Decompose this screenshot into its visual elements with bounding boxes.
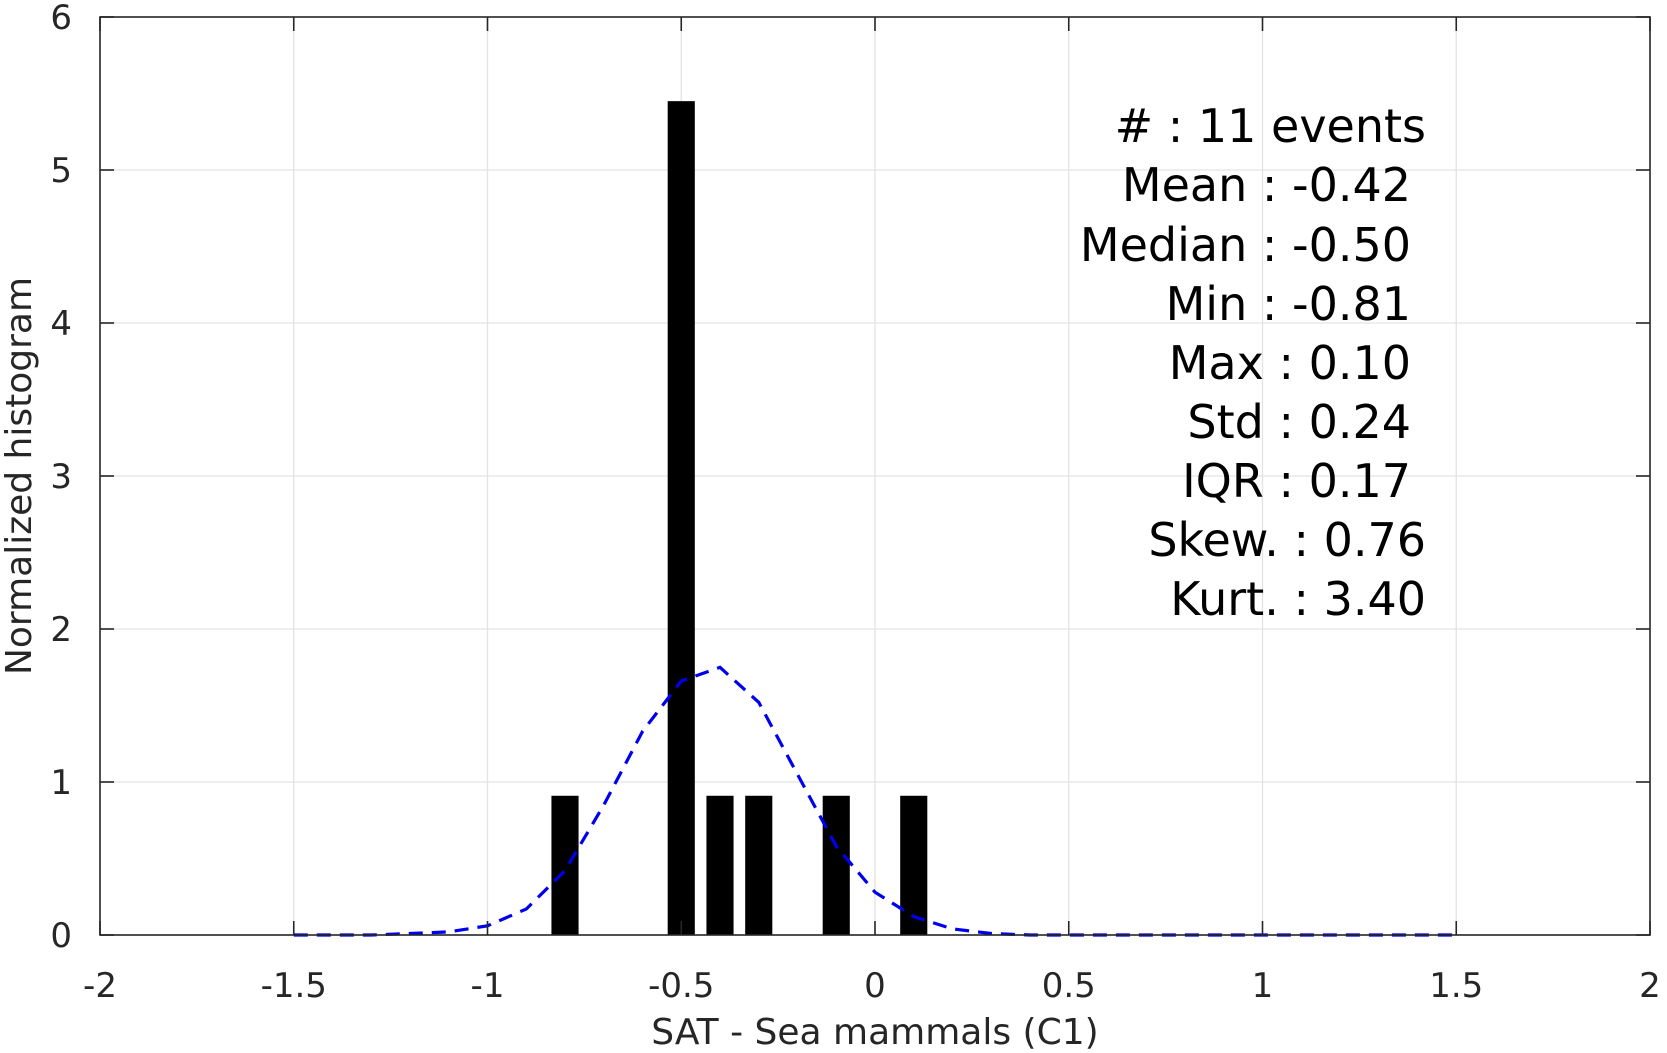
stat-line: Median : -0.50: [1080, 218, 1411, 272]
stat-line: Min : -0.81: [1166, 277, 1411, 331]
histogram-bar: [822, 795, 850, 935]
axis-ticks: [99, 16, 1651, 936]
stat-line: Mean : -0.42: [1122, 158, 1411, 212]
y-tick-label: 1: [50, 763, 72, 803]
stat-line: Kurt. : 3.40: [1170, 572, 1426, 626]
histogram-bar: [667, 101, 695, 935]
stat-line: Skew. : 0.76: [1148, 513, 1426, 567]
x-tick-label: 0: [864, 966, 886, 1006]
stat-line: Std : 0.24: [1187, 395, 1411, 449]
y-tick-label: 2: [50, 610, 72, 650]
y-axis-label: Normalized histogram: [0, 277, 40, 675]
y-tick-labels: 0 1 2 3 4 5 6: [50, 0, 72, 956]
x-tick-label: 2: [1639, 966, 1661, 1006]
stat-line: # : 11 events: [1115, 99, 1426, 153]
x-tick-label: 0.5: [1042, 966, 1096, 1006]
x-tick-label: 1: [1252, 966, 1274, 1006]
y-tick-label: 3: [50, 457, 72, 497]
x-tick-labels: -2 -1.5 -1 -0.5 0 0.5 1 1.5 2: [83, 966, 1661, 1006]
x-tick-label: -1: [471, 966, 505, 1006]
histogram-bars: [551, 101, 928, 935]
stat-line: IQR : 0.17: [1182, 454, 1411, 508]
stat-line: Max : 0.10: [1169, 336, 1411, 390]
x-tick-label: 1.5: [1429, 966, 1483, 1006]
y-tick-label: 0: [50, 916, 72, 956]
y-tick-label: 4: [50, 304, 72, 344]
y-tick-label: 5: [50, 151, 72, 191]
y-tick-label: 6: [50, 0, 72, 38]
histogram-bar: [745, 795, 773, 935]
x-tick-label: -1.5: [261, 966, 327, 1006]
histogram-bar: [551, 795, 579, 935]
histogram-bar: [706, 795, 734, 935]
x-axis-label: SAT - Sea mammals (C1): [651, 1012, 1098, 1053]
x-tick-label: -0.5: [648, 966, 714, 1006]
histogram-bar: [900, 795, 928, 935]
x-tick-label: -2: [83, 966, 117, 1006]
